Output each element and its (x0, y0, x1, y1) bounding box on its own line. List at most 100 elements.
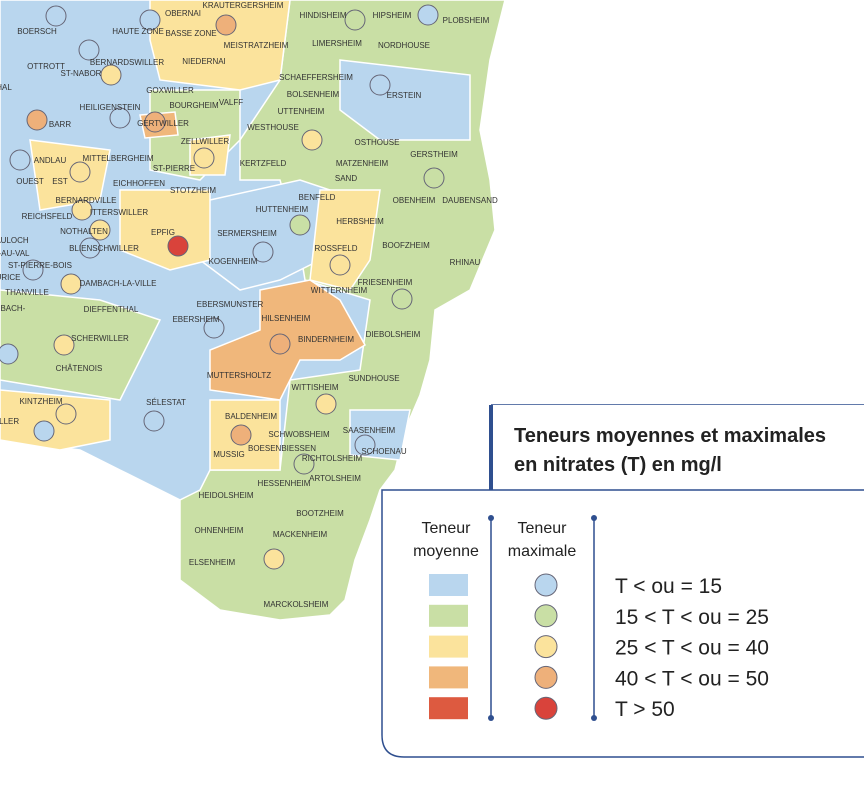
place-label: FRIESENHEIM (358, 278, 413, 287)
sample-point (354, 434, 376, 456)
sample-point (269, 333, 291, 355)
place-label: MITTELBERGHEIM (82, 154, 153, 163)
legend-rows: T < ou = 15 15 < T < ou = 25 25 < T < ou =… (429, 573, 769, 721)
place-label: REICHSFELD (22, 212, 73, 221)
place-label: ARTOLSHEIM (309, 474, 361, 483)
place-label: SÉLESTAT (146, 398, 186, 407)
legend-label: T > 50 (615, 698, 675, 721)
divider-dot (488, 515, 494, 521)
place-label: ST-NABOR (61, 69, 102, 78)
legend-circle (534, 696, 558, 720)
sample-point (100, 64, 122, 86)
legend-title: en nitrates (T) en mg/l (514, 454, 722, 476)
place-label: UTTENHEIM (278, 107, 325, 116)
place-label: SERMERSHEIM (217, 229, 277, 238)
place-label: OBERNAI (165, 9, 201, 18)
place-label: GERSTHEIM (410, 150, 458, 159)
sample-points (0, 4, 445, 570)
legend-label: 15 < T < ou = 25 (615, 606, 769, 629)
place-label: HUTTENHEIM (256, 205, 309, 214)
place-label: BERNARDVILLE (56, 196, 117, 205)
sample-point (69, 161, 91, 183)
place-label: KOGENHEIM (209, 257, 258, 266)
place-label: STOTZHEIM (170, 186, 216, 195)
place-label: BASSE ZONE (165, 29, 216, 38)
place-label: BENFELD (299, 193, 336, 202)
place-label: BERNARDSWILLER (90, 58, 164, 67)
place-label: DAUBENSAND (442, 196, 498, 205)
place-label: ELSENHEIM (189, 558, 236, 567)
legend-swatch (429, 604, 468, 627)
place-label: OSTHOUSE (355, 138, 400, 147)
place-label: NBACH- (0, 304, 26, 313)
sample-point (293, 453, 315, 475)
place-label: EBERSMUNSTER (197, 300, 264, 309)
sample-point (193, 147, 215, 169)
legend-title-box (491, 405, 864, 490)
column-header: moyenne (413, 543, 479, 560)
legend-swatch (429, 666, 468, 689)
place-label: LIMERSHEIM (312, 39, 362, 48)
place-label: BALDENHEIM (225, 412, 277, 421)
place-label: AULOCH (0, 236, 29, 245)
place-label: NOTHALTEN (60, 227, 108, 236)
column-header: maximale (508, 543, 577, 560)
place-label: WITTISHEIM (291, 383, 338, 392)
place-label: BOERSCH (17, 27, 57, 36)
sample-point (89, 219, 111, 241)
place-label: KINTZHEIM (19, 397, 62, 406)
place-label: OUEST (16, 177, 44, 186)
legend-circle (534, 665, 558, 689)
sample-point (0, 343, 19, 365)
legend-swatch (429, 574, 468, 596)
sample-point (45, 5, 67, 27)
column-header: Teneur (518, 520, 568, 537)
place-label: GOXWILLER (146, 86, 194, 95)
place-label: EICHHOFFEN (113, 179, 165, 188)
place-label: ST-PIERRE-BOIS (8, 261, 72, 270)
place-label: MARCKOLSHEIM (264, 600, 329, 609)
sample-point (391, 288, 413, 310)
divider-dot (591, 715, 597, 721)
commune-zone (309, 189, 381, 291)
place-label: MEISTRATZHEIM (224, 41, 289, 50)
place-label: NORDHOUSE (378, 41, 430, 50)
sample-point (53, 334, 75, 356)
place-label: DAMBACH-LA-VILLE (80, 279, 157, 288)
sample-point (263, 548, 285, 570)
legend-swatch (429, 697, 468, 720)
sample-point (109, 107, 131, 129)
commune-zone (199, 179, 331, 291)
place-label: SCHERWILLER (71, 334, 129, 343)
sample-point (252, 241, 274, 263)
legend-label: 25 < T < ou = 40 (615, 637, 769, 660)
legend: Teneurs moyennes et maximales en nitrate… (381, 404, 864, 758)
commune-zone (0, 289, 162, 401)
place-label: SCHWOBSHEIM (268, 430, 330, 439)
place-label: BOOTZHEIM (296, 509, 344, 518)
sample-point (215, 14, 237, 36)
place-label: HEILIGENSTEIN (80, 103, 141, 112)
legend-title: Teneurs moyennes et maximales (514, 425, 826, 447)
place-label: HILSENHEIM (262, 314, 311, 323)
place-label: GERTWILLER (137, 119, 189, 128)
sample-point (301, 129, 323, 151)
place-label: MACKENHEIM (273, 530, 328, 539)
place-label: BOLSENHEIM (287, 90, 340, 99)
place-label: HAUTE ZONE (112, 27, 164, 36)
legend-label: T < ou = 15 (615, 575, 722, 598)
place-label: ZELLWILLER (181, 137, 230, 146)
place-label: EBERSHEIM (172, 315, 219, 324)
place-label: NIEDERNAI (182, 57, 226, 66)
place-label: ERSTEIN (387, 91, 422, 100)
place-label: URICE (0, 273, 20, 282)
place-label: ROSSFELD (314, 244, 357, 253)
place-label: OHNENHEIM (195, 526, 244, 535)
place-label: ANDLAU (34, 156, 67, 165)
place-label: CHÂTENOIS (56, 364, 103, 373)
sample-point (9, 149, 31, 171)
sample-point (230, 424, 252, 446)
place-label: HERBSHEIM (336, 217, 384, 226)
